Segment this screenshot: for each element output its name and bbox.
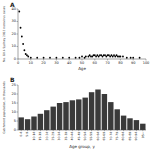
scatter-point (75, 57, 77, 59)
x-tick-label: 95+ (141, 131, 145, 138)
scatter-point (56, 57, 58, 59)
bar (63, 102, 68, 130)
x-tick-label: 20-24 (45, 132, 49, 141)
panel-title: B (10, 76, 15, 83)
y-axis-line (18, 9, 19, 59)
scatter-point (120, 56, 122, 58)
scatter-point (130, 57, 132, 59)
x-tick-label: 15-19 (38, 132, 42, 141)
x-tick-label: 85-89 (128, 132, 132, 141)
y-tick-label: 10 (12, 44, 16, 48)
x-tick-label: 20 (41, 61, 45, 65)
bar (108, 102, 113, 130)
panel: B 0 5 10 15 20 25 0-45-910-1415-1920-2425-2930-… (2, 76, 146, 149)
x-tick-label: 100 (143, 61, 150, 65)
y-tick-label: 10 (12, 110, 16, 114)
marks (18, 11, 140, 59)
figure: A0102030400102030405060708090100AgeNo. G… (0, 0, 150, 165)
scatter-point (126, 57, 128, 59)
bar (134, 120, 139, 130)
y-tick-label: 0 (14, 128, 16, 132)
bar (89, 92, 94, 130)
scatter-point (132, 57, 134, 59)
y-axis-label: Catchment population, in thousands (2, 81, 6, 134)
bar (114, 109, 119, 130)
x-tick-label: 10 (29, 61, 33, 65)
x-axis-line (18, 59, 146, 60)
scatter-point (62, 57, 64, 59)
x-tick-label: 0 (17, 61, 19, 65)
scatter-point (18, 11, 20, 13)
x-tick-label: 45-49 (77, 132, 81, 141)
scatter-point (22, 43, 24, 45)
x-tick-label: 90 (131, 61, 135, 65)
scatter-point (36, 57, 38, 59)
x-tick-label: 55-59 (89, 132, 93, 141)
bar (38, 114, 43, 130)
scatter-point (24, 49, 26, 51)
bar (102, 94, 107, 130)
x-tick-label: 40-44 (70, 132, 74, 141)
scatter-point (68, 57, 70, 59)
x-tick-label: 75-79 (115, 132, 119, 141)
y-tick-label: 15 (12, 101, 16, 105)
x-tick-label: 40 (67, 61, 71, 65)
x-tick-label: 5-9 (25, 132, 29, 137)
bar (76, 99, 81, 130)
x-tick-label: 50-54 (83, 132, 87, 141)
x-axis-label: Age (78, 66, 86, 71)
y-tick-label: 20 (12, 92, 16, 96)
scatter-point (139, 57, 141, 59)
bar (95, 90, 100, 131)
y-tick-label: 0 (14, 57, 16, 61)
x-tick-label: 70 (105, 61, 109, 65)
x-tick-label: 35-39 (64, 132, 68, 141)
scatter-point (20, 27, 22, 29)
scatter-point (85, 56, 87, 58)
bar (82, 98, 87, 130)
bar (25, 119, 30, 130)
bar (57, 103, 62, 130)
y-axis-label: No. GII.4 Sydney 2012 norovirus cases (2, 6, 6, 62)
bar (31, 117, 36, 131)
y-tick-label: 25 (12, 83, 16, 87)
x-tick-label: 50 (80, 61, 84, 65)
bar (18, 117, 23, 130)
scatter-point (49, 57, 51, 59)
scatter-point (122, 56, 124, 58)
y-tick-label: 40 (12, 7, 16, 11)
scatter-point (43, 57, 45, 59)
x-tick-label: 80 (118, 61, 122, 65)
x-tick-label: 65-69 (102, 132, 106, 141)
scatter-point (27, 56, 29, 58)
y-tick-label: 30 (12, 19, 16, 23)
y-axis-line (18, 85, 19, 130)
x-tick-label: 80-84 (121, 132, 125, 141)
y-tick-label: 20 (12, 32, 16, 36)
x-axis-line (18, 130, 146, 131)
scatter-point (79, 57, 81, 59)
x-tick-label: 25-29 (51, 132, 55, 141)
bar (121, 116, 126, 130)
x-tick-label: 70-74 (109, 132, 113, 141)
x-tick-label: 0-4 (19, 132, 23, 137)
x-tick-label: 60-64 (96, 132, 100, 141)
bar (50, 107, 55, 130)
scatter-point (21, 36, 23, 38)
x-tick-label: 30-34 (57, 132, 61, 141)
bar (44, 110, 49, 130)
scatter-point (81, 56, 83, 58)
x-tick-label: 60 (93, 61, 97, 65)
bar (127, 118, 132, 130)
x-axis-label: Age group, y (69, 144, 95, 149)
marks (18, 90, 145, 131)
scatter-point (30, 57, 32, 59)
x-tick-label: 10-14 (32, 132, 36, 141)
x-tick-label: 90-94 (134, 132, 138, 141)
bar (70, 100, 75, 130)
x-tick-label: 30 (54, 61, 58, 65)
panel: A0102030400102030405060708090100AgeNo. G… (2, 1, 150, 71)
bar (140, 124, 145, 130)
y-tick-label: 5 (14, 119, 16, 123)
